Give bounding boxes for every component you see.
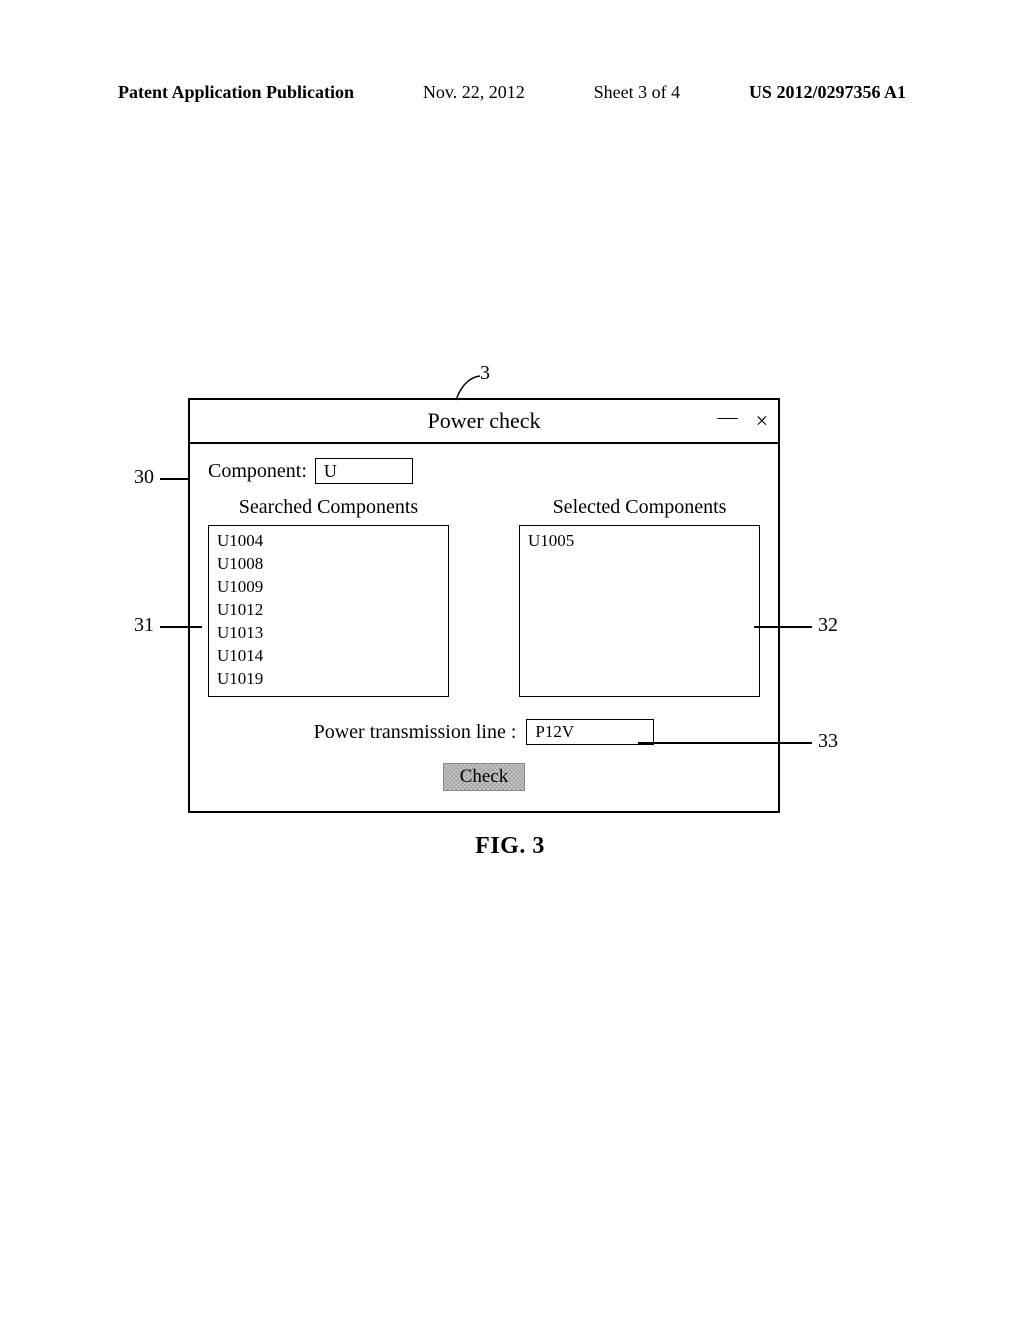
list-item[interactable]: U1009 — [217, 576, 440, 599]
lists-row: Searched Components U1004U1008U1009U1012… — [208, 496, 760, 697]
publication-date: Nov. 22, 2012 — [423, 82, 525, 103]
list-item[interactable]: U1013 — [217, 622, 440, 645]
window-controls: — × — [718, 400, 768, 442]
searched-title: Searched Components — [208, 496, 449, 519]
figure-3: 3 Power check — × Component: Searched Co… — [170, 398, 850, 860]
check-row: Check — [208, 763, 760, 791]
publication-number: US 2012/0297356 A1 — [749, 82, 906, 103]
minimize-icon[interactable]: — — [718, 406, 738, 429]
ref-33: 33 — [818, 730, 838, 753]
figure-caption: FIG. 3 — [170, 833, 850, 860]
check-button[interactable]: Check — [443, 763, 526, 791]
window-body: Component: Searched Components U1004U100… — [190, 444, 778, 811]
searched-listbox[interactable]: U1004U1008U1009U1012U1013U1014U1019 — [208, 525, 449, 697]
page-header: Patent Application Publication Nov. 22, … — [118, 82, 906, 103]
list-item[interactable]: U1004 — [217, 530, 440, 553]
powerline-input[interactable] — [526, 719, 654, 745]
list-item[interactable]: U1012 — [217, 599, 440, 622]
component-label: Component: — [208, 460, 307, 483]
window-title: Power check — [427, 408, 540, 434]
list-item[interactable]: U1008 — [217, 553, 440, 576]
ref-30-leader — [160, 478, 188, 480]
component-row: Component: — [208, 458, 760, 484]
ref-32: 32 — [818, 614, 838, 637]
component-input[interactable] — [315, 458, 413, 484]
ref-30: 30 — [134, 466, 154, 489]
list-item[interactable]: U1005 — [528, 530, 751, 553]
list-item[interactable]: U1019 — [217, 668, 440, 691]
searched-col: Searched Components U1004U1008U1009U1012… — [208, 496, 449, 697]
list-item[interactable]: U1014 — [217, 645, 440, 668]
ref-33-leader — [638, 742, 812, 744]
close-icon[interactable]: × — [756, 408, 768, 434]
selected-title: Selected Components — [519, 496, 760, 519]
selected-listbox[interactable]: U1005 — [519, 525, 760, 697]
powerline-label: Power transmission line : — [314, 721, 517, 744]
titlebar: Power check — × — [190, 400, 778, 444]
ref-31-leader — [160, 626, 202, 628]
selected-col: Selected Components U1005 — [519, 496, 760, 697]
sheet-number: Sheet 3 of 4 — [594, 82, 680, 103]
power-check-window: Power check — × Component: Searched Comp… — [188, 398, 780, 813]
ref-32-leader — [754, 626, 812, 628]
publication-label: Patent Application Publication — [118, 82, 354, 103]
ref-31: 31 — [134, 614, 154, 637]
